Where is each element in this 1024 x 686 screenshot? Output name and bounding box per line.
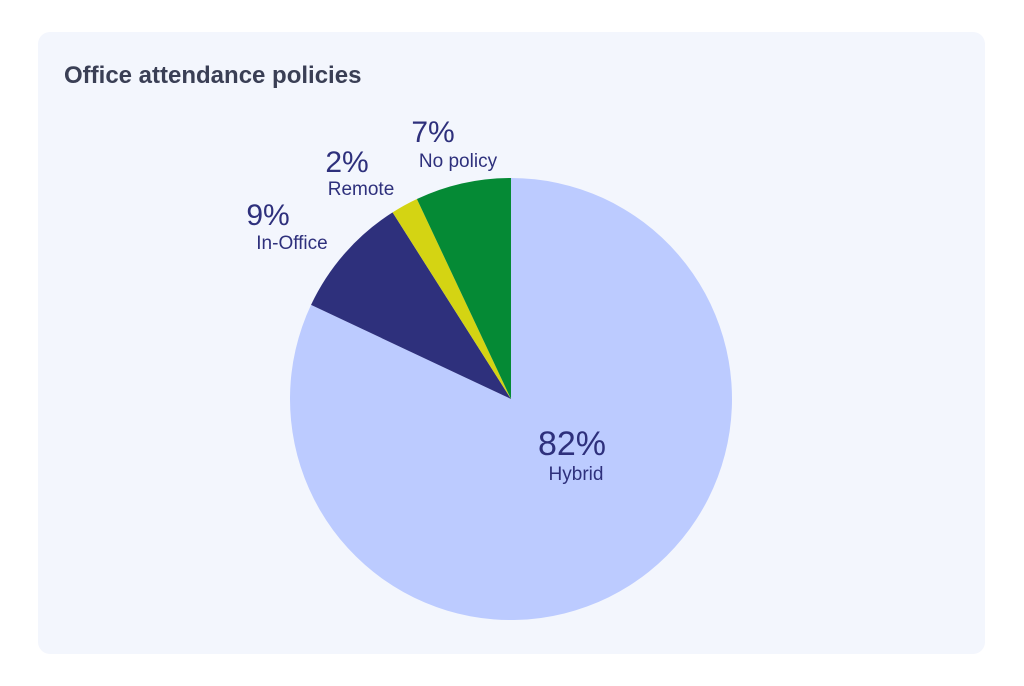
slice-value-label: 2% <box>325 146 368 179</box>
pie-slice-no-policy <box>416 178 511 399</box>
slice-category-label: No policy <box>419 151 498 172</box>
pie-labels: 82%Hybrid 9%In-Office 2%Remote 7%No policy <box>246 116 606 485</box>
slice-category-label: In-Office <box>256 233 327 254</box>
chart-title: Office attendance policies <box>64 62 362 89</box>
slice-value-label: 9% <box>246 199 289 232</box>
pie-slice-in-office <box>311 212 511 399</box>
slice-value-label: 82% <box>538 425 606 463</box>
slice-value-label: 7% <box>411 116 454 149</box>
slice-category-label: Remote <box>328 179 395 200</box>
pie-slice-remote <box>392 199 511 399</box>
pie-slices <box>290 178 732 620</box>
slice-category-label: Hybrid <box>549 464 604 485</box>
